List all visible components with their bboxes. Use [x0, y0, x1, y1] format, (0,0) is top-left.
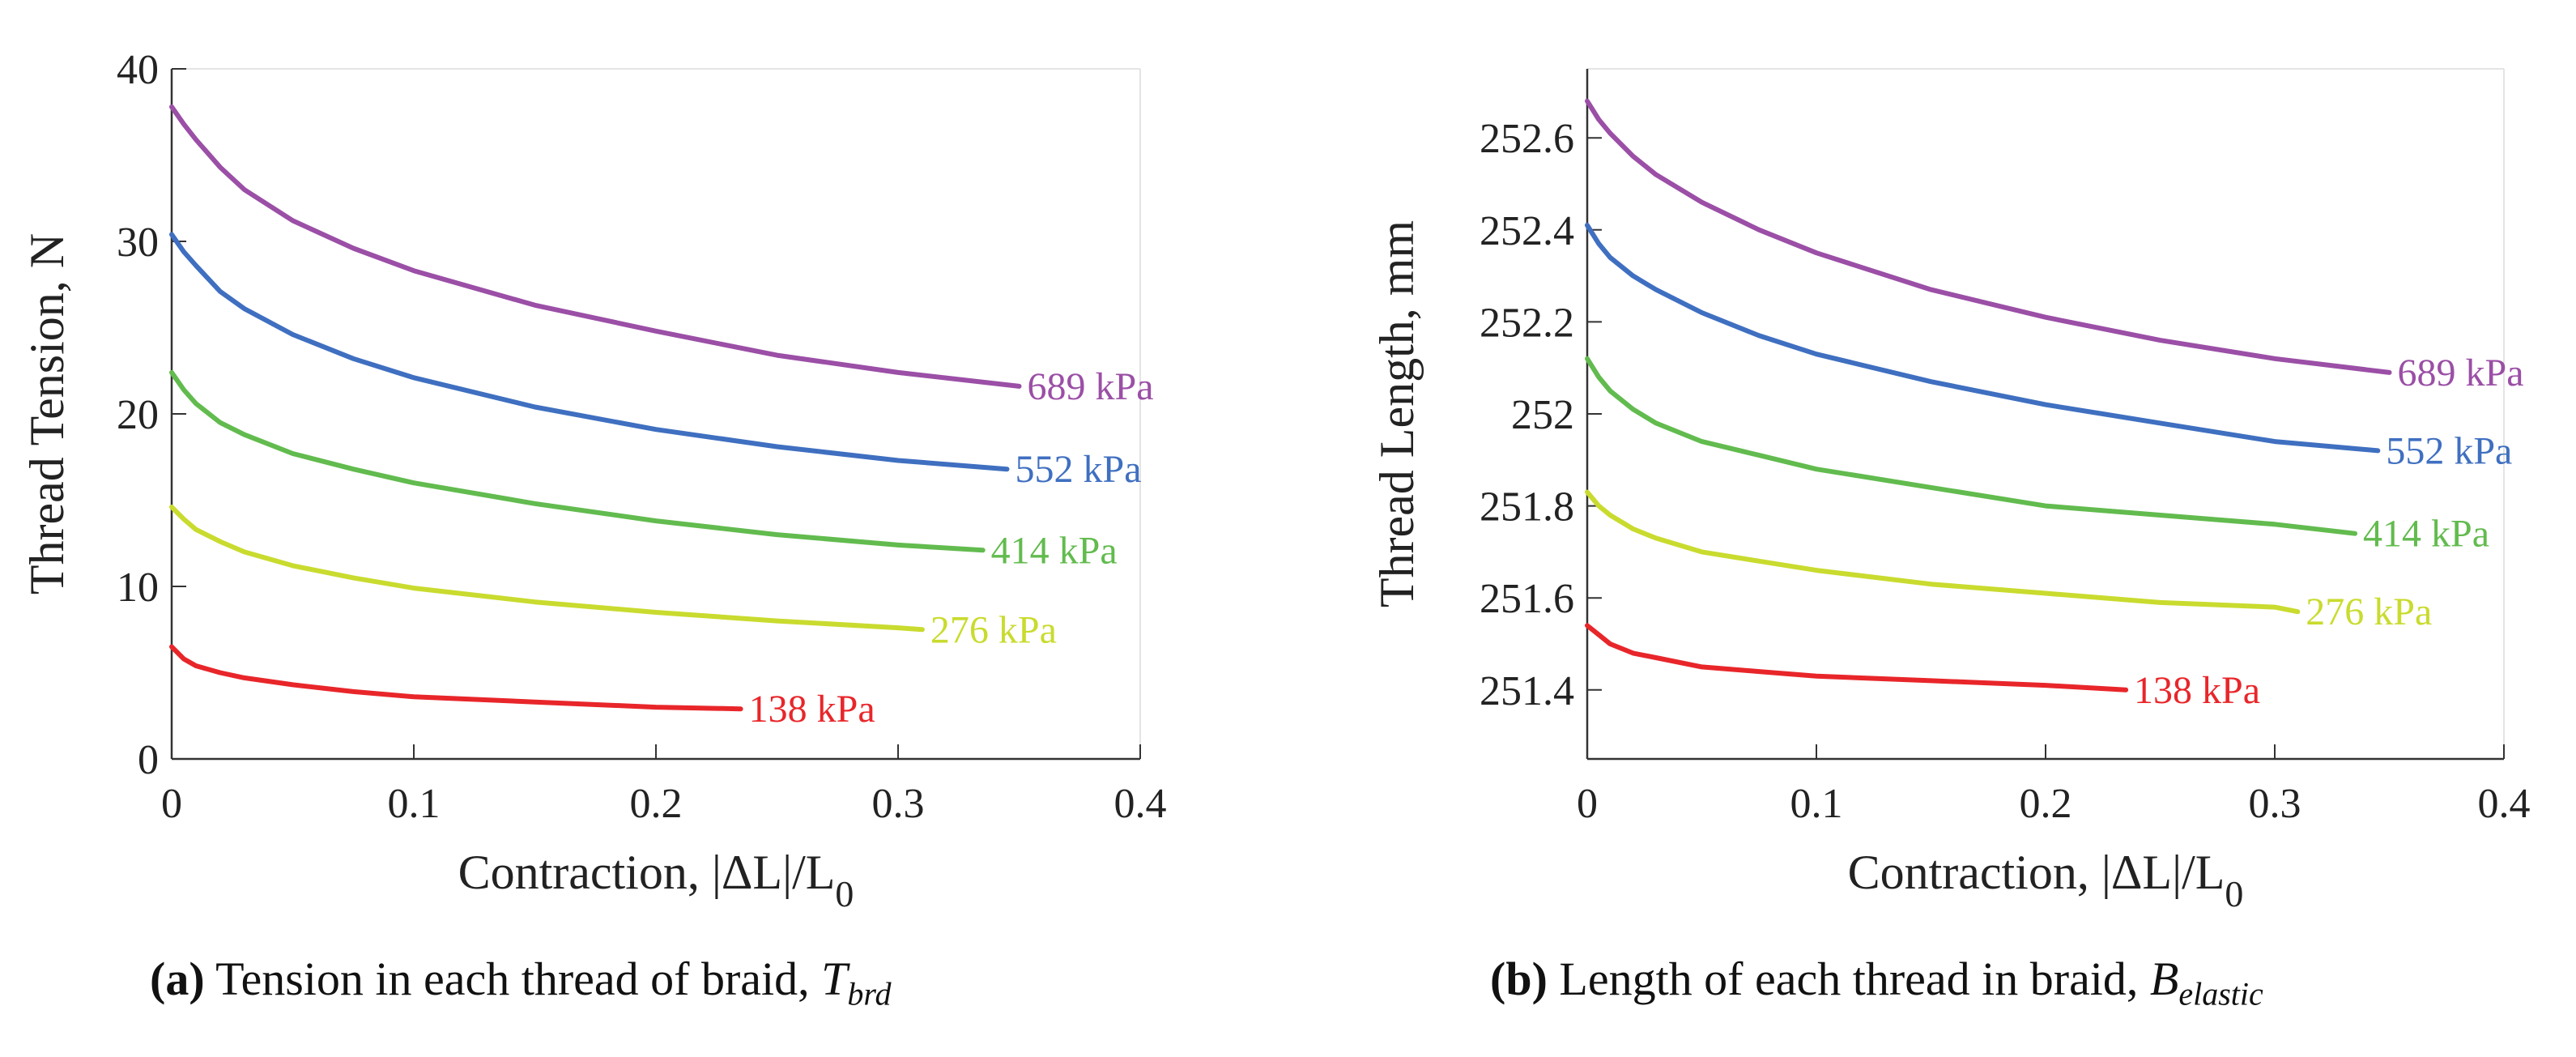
caption-a: (a) Tension in each thread of braid, Tbr… [150, 952, 892, 1013]
series-label-414-kpa: 414 kPa [991, 529, 1118, 572]
x-tick-label: 0.4 [1114, 781, 1167, 827]
series-label-689-kpa: 689 kPa [2398, 352, 2524, 394]
caption-a-tag: (a) [150, 953, 205, 1005]
series-line-138-kpa [1585, 623, 2129, 693]
series-line-276-kpa [169, 505, 925, 633]
series-label-138-kpa: 138 kPa [2134, 669, 2260, 712]
x-tick-label: 0.3 [872, 781, 925, 827]
series-label-414-kpa: 414 kPa [2363, 513, 2489, 556]
series-line-414-kpa [1585, 356, 2358, 536]
series-line-276-kpa [1585, 489, 2301, 615]
x-tick-label: 0.1 [388, 781, 441, 827]
x-tick-label: 0 [161, 781, 182, 827]
series-line-689-kpa [1585, 98, 2392, 375]
caption-b: (b) Length of each thread in braid, Bela… [1490, 952, 2263, 1013]
series-label-138-kpa: 138 kPa [749, 688, 875, 731]
x-tick-label: 0.1 [1790, 781, 1843, 827]
caption-a-symbol: T [821, 953, 848, 1005]
series-line-552-kpa [169, 232, 1010, 472]
caption-b-tag: (b) [1490, 953, 1548, 1005]
x-tick-label: 0.4 [2478, 781, 2531, 827]
y-tick-label: 251.4 [1480, 668, 1574, 714]
x-axis-label-subscript: 0 [2225, 873, 2243, 914]
caption-a-subscript: brd [847, 975, 892, 1012]
y-tick-label: 0 [138, 737, 159, 783]
y-tick-label: 252.4 [1480, 208, 1574, 254]
y-tick-label: 40 [117, 47, 159, 93]
series-line-414-kpa [169, 369, 986, 553]
chart-panel-a: 0 0.1 0.2 0.3 0.4 0 10 20 30 40 Contraction, |ΔL|/… [20, 47, 1167, 914]
series-line-552-kpa [1585, 223, 2381, 454]
series-label-276-kpa: 276 kPa [930, 608, 1057, 651]
x-axis-label: Contraction, |ΔL|/L0 [458, 846, 854, 914]
y-tick-label: 252 [1511, 392, 1574, 438]
y-tick-label: 251.8 [1480, 484, 1574, 531]
x-tick-label: 0.2 [630, 781, 683, 827]
y-tick-label: 20 [117, 392, 159, 438]
y-tick-label: 30 [117, 219, 159, 266]
x-tick-label: 0.2 [2020, 781, 2072, 827]
x-axis-label: Contraction, |ΔL|/L0 [1848, 846, 2244, 914]
y-tick-label: 251.6 [1480, 576, 1574, 622]
y-tick-label: 252.6 [1480, 116, 1574, 162]
caption-a-text: Tension in each thread of braid, [215, 953, 810, 1005]
caption-b-symbol: B [2149, 953, 2179, 1005]
y-axis-label: Thread Tension, N [20, 233, 74, 595]
series-label-689-kpa: 689 kPa [1028, 365, 1154, 408]
y-tick-label: 252.2 [1480, 300, 1574, 346]
series-label-552-kpa: 552 kPa [2386, 429, 2512, 472]
caption-b-subscript: elastic [2178, 975, 2263, 1012]
series-label-552-kpa: 552 kPa [1015, 448, 1142, 491]
x-tick-label: 0.3 [2249, 781, 2301, 827]
series-line-689-kpa [169, 104, 1022, 389]
series-label-276-kpa: 276 kPa [2306, 590, 2432, 633]
y-axis-label: Thread Length, mm [1370, 220, 1424, 607]
x-tick-label: 0 [1577, 781, 1598, 827]
chart-panel-b: 0 0.1 0.2 0.3 0.4 251.4 251.6 251.8 252 252.2 252.… [1370, 68, 2531, 914]
caption-b-text: Length of each thread in braid, [1559, 953, 2139, 1005]
y-tick-label: 10 [117, 565, 159, 611]
series-line-138-kpa [169, 644, 743, 712]
x-axis-label-subscript: 0 [835, 873, 854, 914]
